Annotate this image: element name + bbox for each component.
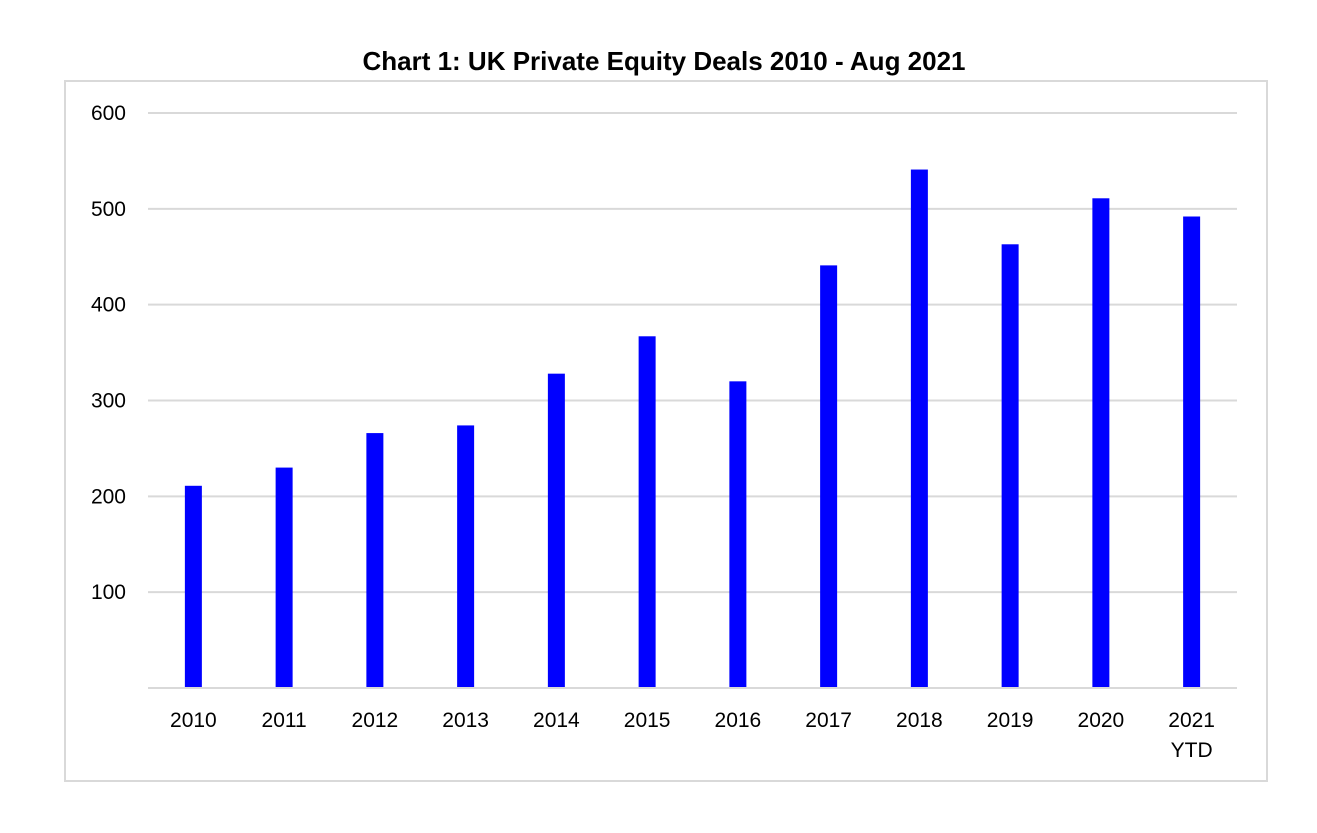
bar-2021-ytd — [1183, 216, 1201, 688]
x-tick-label: 2016 — [715, 709, 762, 732]
x-axis-tick-labels: 2010 2011 2012 2013 2014 2015 2016 2017 2018 2019… — [170, 709, 1215, 762]
bar-2015 — [638, 336, 656, 688]
y-tick-label: 100 — [91, 581, 126, 604]
x-tick-label: 2015 — [624, 709, 671, 732]
bar-2010 — [184, 485, 202, 688]
bar-2018 — [910, 169, 928, 688]
bar-2017 — [820, 265, 838, 688]
bars — [184, 169, 1201, 688]
x-tick-label: 2012 — [352, 709, 399, 732]
x-tick-label: 2019 — [987, 709, 1034, 732]
bar-2014 — [547, 373, 565, 688]
chart-frame — [64, 80, 1268, 782]
bar-2019 — [1001, 244, 1019, 688]
bar-2013 — [457, 425, 475, 688]
x-tick-label: 2021 — [1168, 709, 1215, 732]
bar-2012 — [366, 433, 384, 688]
chart-title: Chart 1: UK Private Equity Deals 2010 - … — [362, 46, 965, 76]
y-tick-label: 500 — [91, 198, 126, 221]
x-tick-label: 2018 — [896, 709, 943, 732]
x-tick-label: 2013 — [442, 709, 489, 732]
x-tick-label: 2010 — [170, 709, 217, 732]
x-tick-label: 2017 — [805, 709, 852, 732]
y-tick-label: 600 — [91, 102, 126, 125]
bar-2011 — [275, 467, 293, 688]
x-tick-label: 2014 — [533, 709, 580, 732]
y-axis-tick-labels: 600 500 400 300 200 100 — [91, 102, 126, 604]
y-tick-label: 400 — [91, 294, 126, 317]
y-tick-label: 200 — [91, 485, 126, 508]
y-tick-label: 300 — [91, 390, 126, 413]
x-tick-label: 2020 — [1078, 709, 1125, 732]
x-tick-label: YTD — [1171, 739, 1213, 762]
bar-2020 — [1092, 198, 1110, 688]
x-tick-label: 2011 — [262, 709, 307, 732]
bar-2016 — [729, 381, 747, 688]
gridlines — [148, 112, 1237, 594]
